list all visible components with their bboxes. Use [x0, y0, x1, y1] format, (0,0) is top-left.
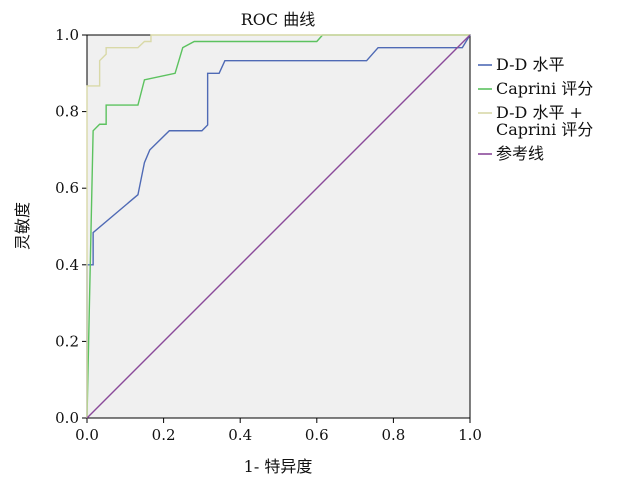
legend-label-3: 参考线: [496, 144, 544, 163]
series-lines: [86, 34, 471, 419]
x-tick-label: 0.8: [381, 426, 405, 444]
y-tick-label: 0.6: [55, 179, 79, 197]
y-tick-label: 1.0: [55, 26, 79, 44]
x-tick-label: 0.4: [228, 426, 252, 444]
x-tick-label: 0.6: [305, 426, 329, 444]
x-tick-label: 1.0: [458, 426, 482, 444]
series-line-1: [86, 34, 470, 419]
x-axis-ticks: 0.0 0.2 0.4 0.6 0.8 1.0: [75, 418, 482, 444]
legend-label-2: D-D 水平 + Caprini 评分: [496, 103, 593, 139]
y-axis-ticks: 0.0 0.2 0.4 0.6 0.8 1.0: [55, 26, 87, 427]
x-axis-title: 1- 特异度: [244, 457, 313, 476]
x-tick-label: 0.2: [152, 426, 176, 444]
x-tick-label: 0.0: [75, 426, 99, 444]
series-line-2: [86, 34, 470, 418]
y-tick-label: 0.8: [55, 103, 79, 121]
legend-label-0: D-D 水平: [496, 55, 564, 74]
y-axis-title: 灵敏度: [13, 202, 32, 250]
series-line-3: [86, 34, 471, 419]
y-tick-label: 0.4: [55, 256, 79, 274]
legend-label-1: Caprini 评分: [496, 79, 593, 98]
y-tick-label: 0.2: [55, 332, 79, 350]
chart-title: ROC 曲线: [241, 10, 316, 29]
y-tick-label: 0.0: [55, 409, 79, 427]
series-line-0: [86, 34, 471, 418]
